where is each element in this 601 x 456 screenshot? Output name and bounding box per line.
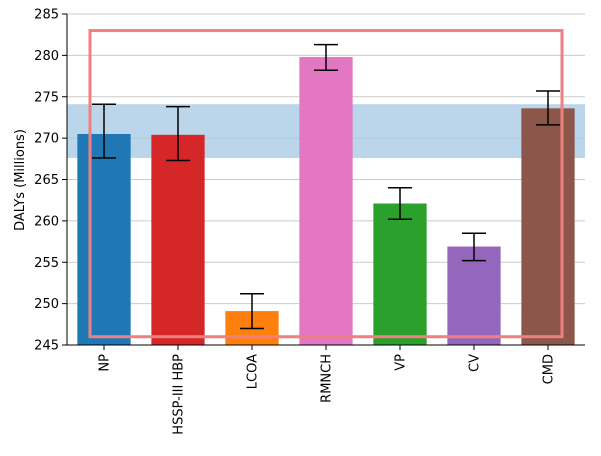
bar-cv <box>447 246 501 345</box>
x-tick-label: VP <box>394 354 409 371</box>
highlight-box-layer <box>88 29 564 339</box>
x-tick-label: HSSP-III HBP <box>172 354 187 435</box>
y-tick-label: 260 <box>34 214 59 229</box>
x-tick-label: CMD <box>542 354 557 384</box>
y-tick-label: 245 <box>34 339 59 354</box>
bar-cmd <box>521 108 575 346</box>
bar-np <box>77 133 131 345</box>
y-tick-label: 280 <box>34 49 59 64</box>
bar-rmnch <box>299 57 353 345</box>
y-tick-label: 285 <box>34 8 59 23</box>
x-tick-label: NP <box>98 354 113 372</box>
bar-vp <box>373 203 427 345</box>
bars-layer <box>77 57 575 346</box>
highlight-box <box>88 29 564 339</box>
axis-labels: DALYs (Millions) <box>13 129 28 231</box>
x-tick-label: CV <box>468 354 483 372</box>
bar-hssp-iii-hbp <box>151 134 205 345</box>
y-tick-label: 255 <box>34 256 59 271</box>
y-tick-label: 275 <box>34 90 59 105</box>
error-bars-layer <box>92 43 560 330</box>
y-tick-label: 270 <box>34 132 59 147</box>
y-axis-label: DALYs (Millions) <box>13 129 28 231</box>
x-tick-label: LCOA <box>246 354 261 389</box>
y-tick-label: 265 <box>34 173 59 188</box>
axes: 245 250 255 260 265 270 275 280 285 NP HSSP-III HB… <box>34 8 585 435</box>
x-tick-label: RMNCH <box>320 354 335 403</box>
y-tick-label: 250 <box>34 297 59 312</box>
